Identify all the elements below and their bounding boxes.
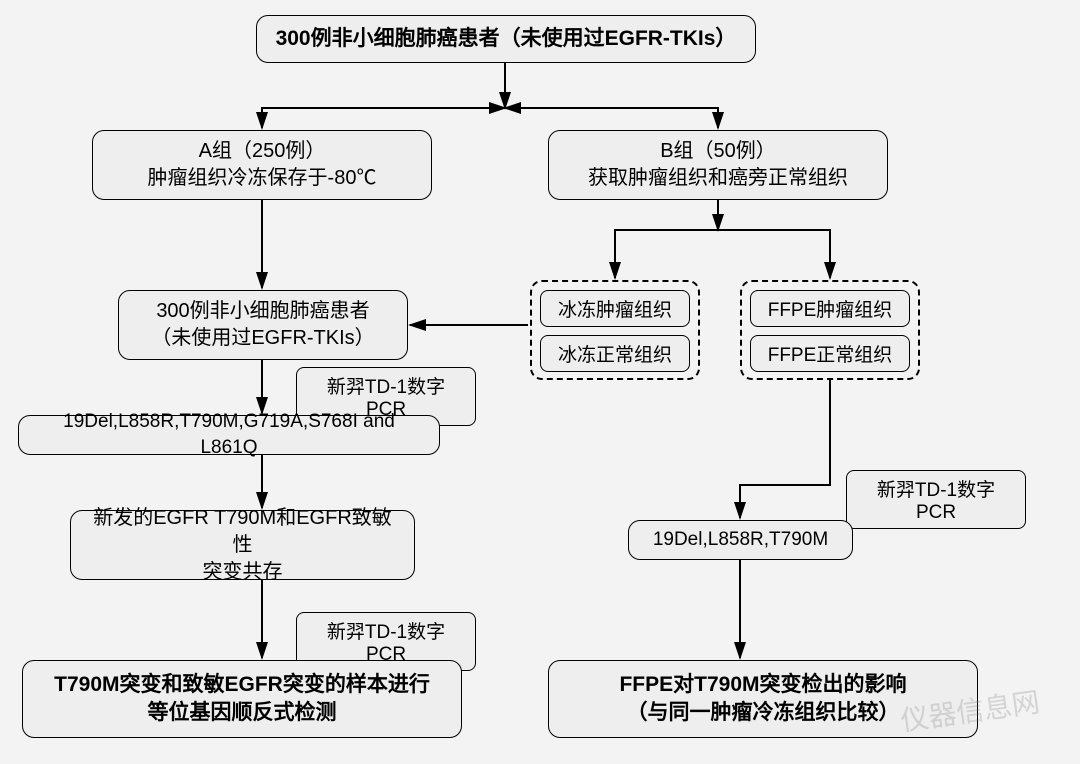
node-right-bottom-text: FFPE对T790M突变检出的影响 （与同一肿瘤冷冻组织比较） — [619, 671, 906, 728]
node-group-a-text: A组（250例） 肿瘤组织冷冻保存于-80℃ — [148, 138, 377, 192]
node-frozen-tumor: 冰冻肿瘤组织 — [540, 290, 690, 327]
label-pcr-3-text: 新羿TD-1数字PCR — [877, 480, 995, 523]
flow-arrows — [0, 0, 1080, 764]
node-mutations-left: 19Del,L858R,T790M,G719A,S768I and L861Q — [18, 415, 440, 455]
node-top-text: 300例非小细胞肺癌患者（未使用过EGFR-TKIs） — [276, 25, 737, 53]
node-left-300-text: 300例非小细胞肺癌患者 （未使用过EGFR-TKIs） — [151, 298, 374, 352]
node-left-bottom-text: T790M突变和致敏EGFR突变的样本进行 等位基因顺反式检测 — [54, 671, 430, 728]
node-ffpe-normal-text: FFPE正常组织 — [768, 345, 893, 366]
node-top: 300例非小细胞肺癌患者（未使用过EGFR-TKIs） — [256, 15, 756, 63]
node-mutations-left-text: 19Del,L858R,T790M,G719A,S768I and L861Q — [33, 409, 425, 460]
node-ffpe-normal: FFPE正常组织 — [750, 335, 910, 372]
label-pcr-3: 新羿TD-1数字PCR — [846, 470, 1026, 529]
node-frozen-tumor-text: 冰冻肿瘤组织 — [558, 300, 672, 321]
node-ffpe-tumor-text: FFPE肿瘤组织 — [768, 300, 893, 321]
node-group-b-text: B组（50例） 获取肿瘤组织和癌旁正常组织 — [588, 138, 848, 192]
node-ffpe-tumor: FFPE肿瘤组织 — [750, 290, 910, 327]
label-pcr-2-text: 新羿TD-1数字PCR — [327, 622, 445, 665]
node-group-b: B组（50例） 获取肿瘤组织和癌旁正常组织 — [548, 130, 888, 200]
node-egfr-new-text: 新发的EGFR T790M和EGFR致敏性 突变共存 — [85, 505, 400, 586]
node-frozen-normal-text: 冰冻正常组织 — [558, 345, 672, 366]
node-egfr-new: 新发的EGFR T790M和EGFR致敏性 突变共存 — [70, 510, 415, 580]
node-group-a: A组（250例） 肿瘤组织冷冻保存于-80℃ — [92, 130, 432, 200]
node-mutations-right-text: 19Del,L858R,T790M — [653, 527, 828, 553]
node-left-300: 300例非小细胞肺癌患者 （未使用过EGFR-TKIs） — [118, 290, 408, 360]
node-left-bottom: T790M突变和致敏EGFR突变的样本进行 等位基因顺反式检测 — [22, 660, 462, 738]
node-mutations-right: 19Del,L858R,T790M — [628, 520, 853, 560]
node-right-bottom: FFPE对T790M突变检出的影响 （与同一肿瘤冷冻组织比较） — [548, 660, 978, 738]
node-frozen-normal: 冰冻正常组织 — [540, 335, 690, 372]
